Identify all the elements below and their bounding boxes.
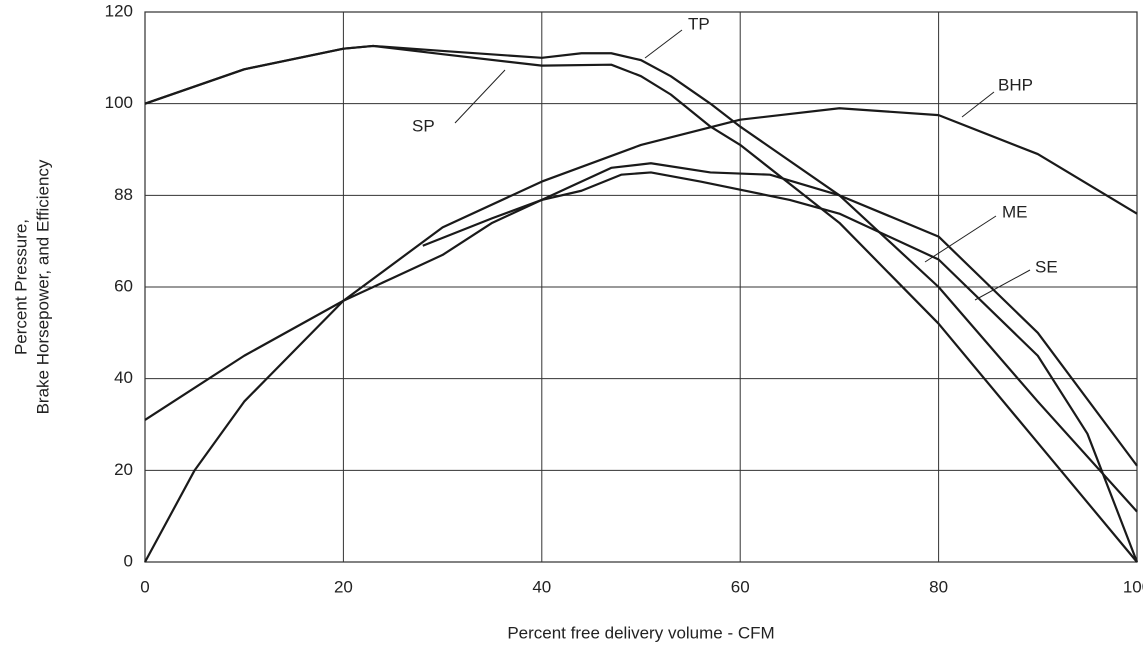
series-line	[144, 44, 1138, 513]
y-axis-label: Percent Pressure,	[11, 219, 30, 355]
x-tick-label: 40	[532, 577, 551, 596]
series-label: ME	[1002, 202, 1028, 221]
leader-line	[924, 215, 997, 263]
leader-line	[644, 29, 683, 59]
series-line	[422, 171, 1139, 563]
x-tick-label: 60	[731, 577, 750, 596]
y-tick-label: 0	[124, 551, 133, 570]
y-tick-label: 60	[114, 276, 133, 295]
y-tick-label: 40	[114, 368, 133, 387]
leader-line	[961, 91, 995, 118]
series-line	[144, 107, 1138, 563]
x-tick-label: 100	[1123, 577, 1143, 596]
series-label: SP	[412, 116, 435, 135]
x-tick-label: 20	[334, 577, 353, 596]
leader-line	[454, 69, 506, 124]
x-tick-label: 80	[929, 577, 948, 596]
series-line	[144, 162, 1138, 467]
y-tick-label: 88	[114, 185, 133, 204]
series-label: TP	[688, 14, 710, 33]
x-axis-label: Percent free delivery volume - CFM	[507, 623, 774, 642]
y-tick-label: 20	[114, 460, 133, 479]
y-tick-label: 100	[105, 93, 133, 112]
series-line	[144, 44, 1138, 563]
x-tick-label: 0	[140, 577, 149, 596]
y-axis-label: Brake Horsepower, and Efficiency	[33, 159, 52, 414]
series-label: BHP	[998, 75, 1033, 94]
leader-line	[974, 269, 1031, 301]
y-tick-label: 120	[105, 1, 133, 20]
series-label: SE	[1035, 257, 1058, 276]
